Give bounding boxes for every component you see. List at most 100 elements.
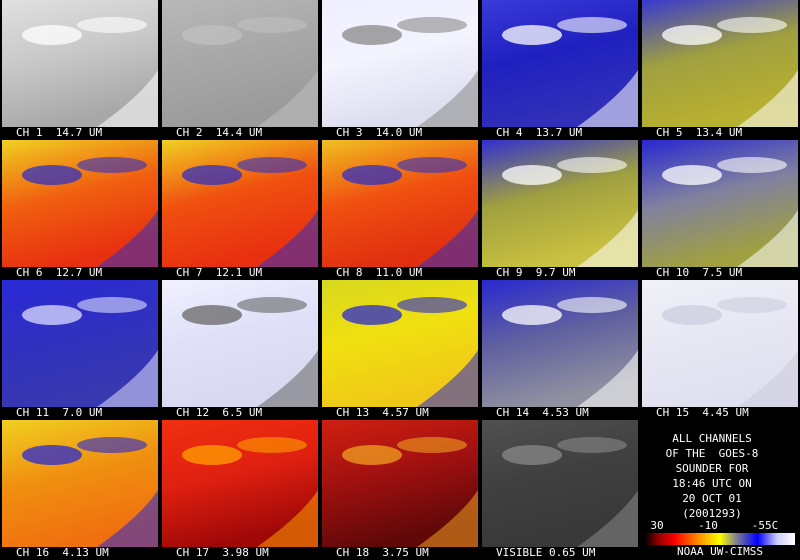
cloud: [182, 25, 242, 45]
cloud: [502, 445, 562, 465]
cloud: [77, 297, 147, 313]
panel-label: CH 15 4.45 UM: [656, 406, 749, 419]
cloud-band: [577, 350, 638, 407]
panel-label: CH 13 4.57 UM: [336, 406, 429, 419]
cloud: [662, 25, 722, 45]
cloud: [557, 17, 627, 33]
cloud: [237, 17, 307, 33]
cloud: [342, 305, 402, 325]
cloud-band: [737, 210, 798, 267]
info-panel: ALL CHANNELS OF THE GOES-8 SOUNDER FOR 18:4…: [650, 432, 778, 532]
panel-label: CH 4 13.7 UM: [496, 126, 582, 139]
cloud-band: [737, 350, 798, 407]
cloud: [22, 445, 82, 465]
panel: CH 6 12.7 UM: [2, 140, 158, 279]
cloud: [182, 165, 242, 185]
panel: CH 18 3.75 UM: [322, 420, 478, 559]
panel: CH 13 4.57 UM: [322, 280, 478, 419]
cloud-band: [97, 350, 158, 407]
cloud: [22, 165, 82, 185]
cloud: [502, 305, 562, 325]
cloud-band: [97, 210, 158, 267]
panel: CH 11 7.0 UM: [2, 280, 158, 419]
cloud-band: [97, 70, 158, 127]
panel-label: VISIBLE 0.65 UM: [496, 546, 596, 559]
cloud: [397, 157, 467, 173]
panel-label: CH 12 6.5 UM: [176, 406, 262, 419]
cloud: [502, 25, 562, 45]
panel: CH 8 11.0 UM: [322, 140, 478, 279]
panel: CH 3 14.0 UM: [322, 0, 478, 139]
panel-label: CH 10 7.5 UM: [656, 266, 742, 279]
panel: CH 1 14.7 UM: [2, 0, 158, 139]
credit: NOAA UW-CIMSS: [677, 545, 763, 558]
panel-label: CH 3 14.0 UM: [336, 126, 422, 139]
panel-label: CH 8 11.0 UM: [336, 266, 422, 279]
cloud: [22, 305, 82, 325]
cloud: [662, 165, 722, 185]
panel: CH 5 13.4 UM: [642, 0, 798, 139]
cloud: [557, 437, 627, 453]
cloud: [77, 17, 147, 33]
cloud: [22, 25, 82, 45]
panel: CH 4 13.7 UM: [482, 0, 638, 139]
cloud-band: [417, 490, 478, 547]
panel-label: CH 7 12.1 UM: [176, 266, 262, 279]
panel: CH 12 6.5 UM: [162, 280, 318, 419]
cloud: [182, 445, 242, 465]
cloud: [77, 437, 147, 453]
cloud: [662, 305, 722, 325]
panel-label: CH 5 13.4 UM: [656, 126, 742, 139]
cloud-band: [257, 490, 318, 547]
cloud: [182, 305, 242, 325]
info-line: 20 OCT 01: [682, 492, 742, 505]
cloud: [557, 157, 627, 173]
cloud-band: [257, 70, 318, 127]
color-bar: [645, 533, 795, 545]
cloud: [717, 297, 787, 313]
cloud: [342, 25, 402, 45]
info-line: ALL CHANNELS: [672, 432, 751, 445]
cloud-band: [577, 210, 638, 267]
cloud: [342, 445, 402, 465]
legend-label: -55C: [752, 519, 779, 532]
panel-label: CH 11 7.0 UM: [16, 406, 102, 419]
panel-label: CH 9 9.7 UM: [496, 266, 576, 279]
cloud: [717, 157, 787, 173]
panel-label: CH 1 14.7 UM: [16, 126, 102, 139]
panel-label: CH 16 4.13 UM: [16, 546, 109, 559]
cloud: [502, 165, 562, 185]
legend-label: 30: [650, 519, 663, 532]
panel: CH 10 7.5 UM: [642, 140, 798, 279]
panel-label: CH 2 14.4 UM: [176, 126, 262, 139]
cloud: [237, 157, 307, 173]
cloud: [237, 437, 307, 453]
cloud-band: [257, 350, 318, 407]
cloud: [342, 165, 402, 185]
cloud-band: [577, 490, 638, 547]
panel: CH 2 14.4 UM: [162, 0, 318, 139]
panel: VISIBLE 0.65 UM: [482, 420, 638, 559]
panel: CH 17 3.98 UM: [162, 420, 318, 559]
panel: CH 14 4.53 UM: [482, 280, 638, 419]
info-line: OF THE GOES-8: [666, 447, 759, 460]
panel: CH 15 4.45 UM: [642, 280, 798, 419]
panel-label: CH 17 3.98 UM: [176, 546, 269, 559]
cloud-band: [257, 210, 318, 267]
cloud: [397, 17, 467, 33]
panel: CH 9 9.7 UM: [482, 140, 638, 279]
panel-label: CH 14 4.53 UM: [496, 406, 589, 419]
cloud: [397, 437, 467, 453]
cloud-band: [577, 70, 638, 127]
cloud: [717, 17, 787, 33]
cloud: [237, 297, 307, 313]
info-line: 18:46 UTC ON: [672, 477, 751, 490]
panel-label: CH 18 3.75 UM: [336, 546, 429, 559]
panel: CH 16 4.13 UM: [2, 420, 158, 559]
cloud: [557, 297, 627, 313]
panel-label: CH 6 12.7 UM: [16, 266, 102, 279]
cloud: [397, 297, 467, 313]
cloud-band: [97, 490, 158, 547]
